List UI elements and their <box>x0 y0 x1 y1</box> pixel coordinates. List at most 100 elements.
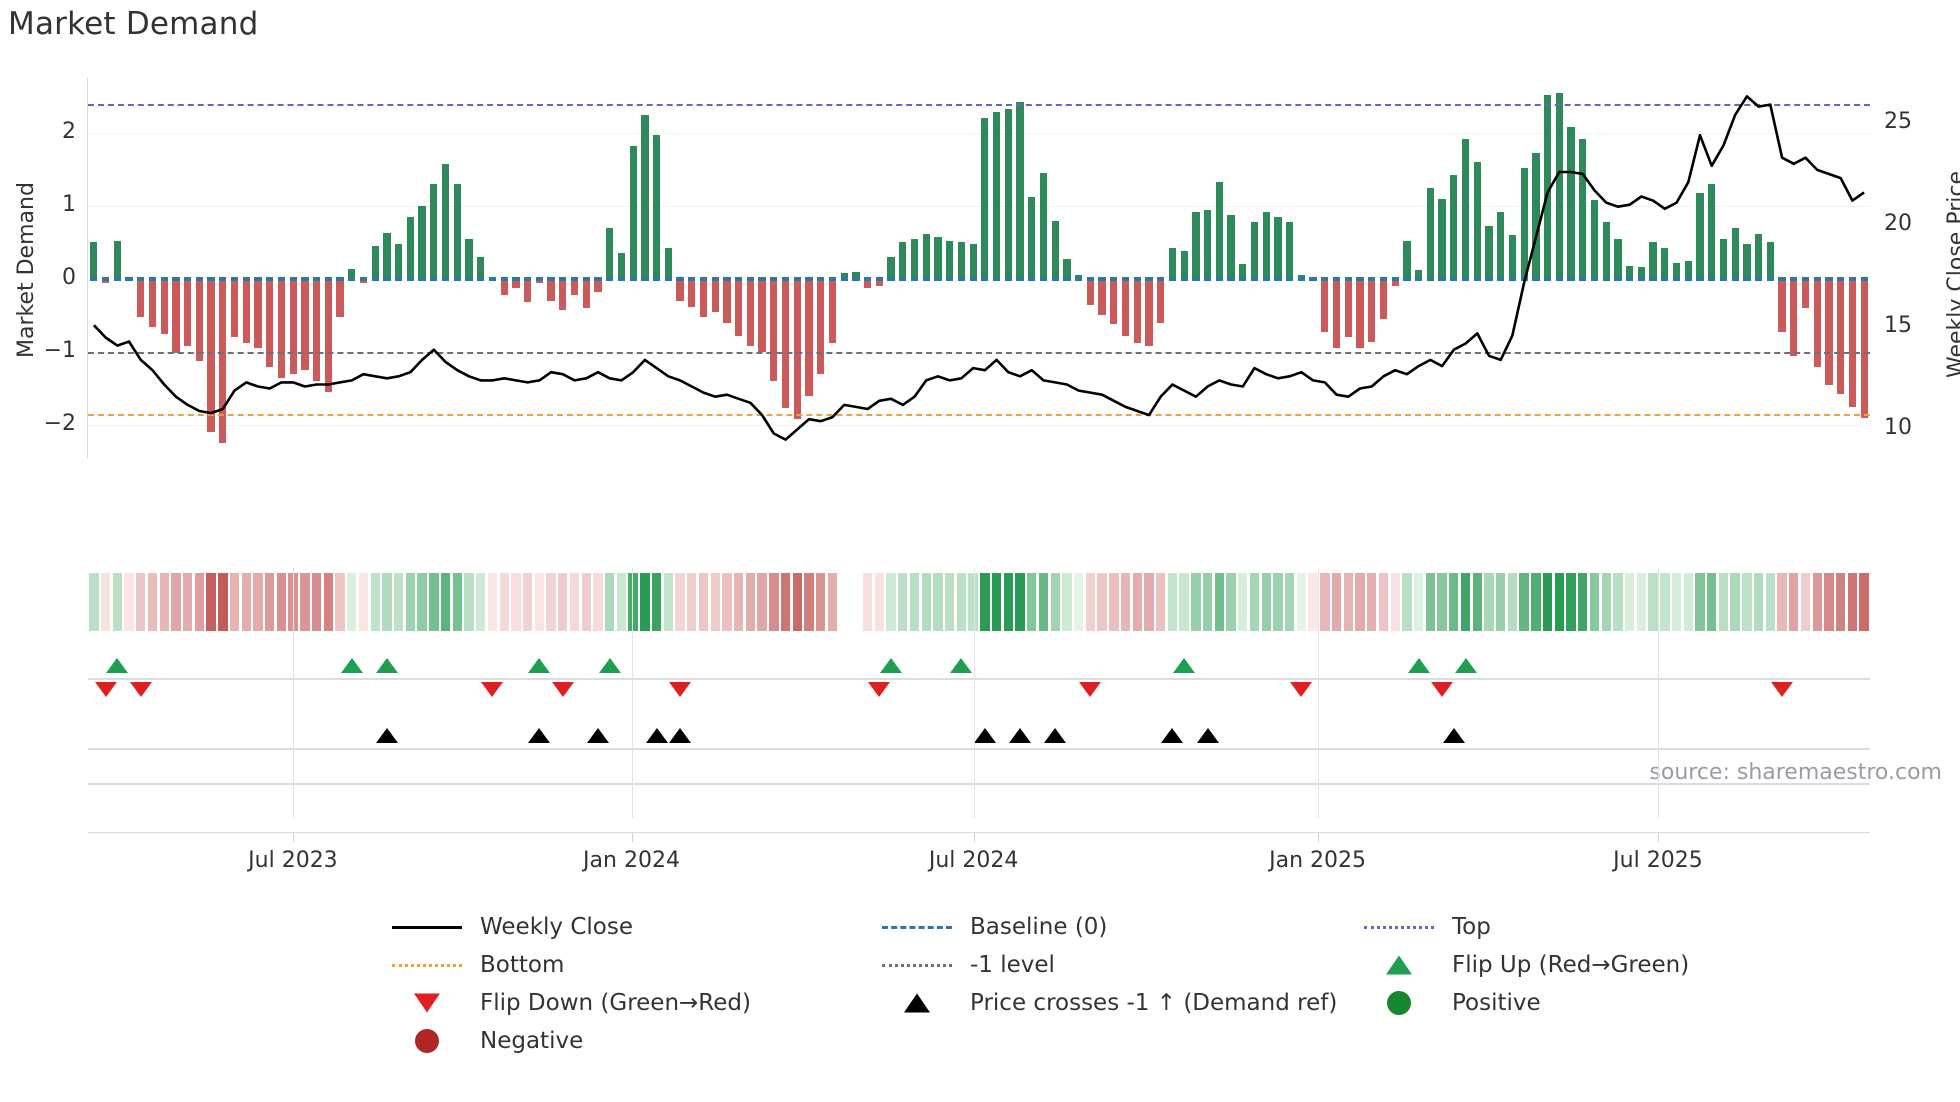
demand-bar <box>1426 187 1434 279</box>
baseline-segment <box>570 276 579 281</box>
baseline-segment <box>1813 276 1821 281</box>
heat-cell <box>687 573 697 631</box>
baseline-segment <box>1203 276 1212 281</box>
heat-cell <box>710 573 720 631</box>
demand-bar <box>1801 278 1810 309</box>
baseline-segment <box>1614 276 1622 281</box>
demand-bar <box>1708 183 1716 279</box>
heat-cell <box>1027 573 1037 631</box>
legend-item[interactable]: Baseline (0) <box>878 915 1107 939</box>
baseline-segment <box>1848 276 1857 281</box>
x-axis-tick <box>1317 833 1319 842</box>
heat-cell <box>605 573 615 631</box>
heat-cell <box>1320 573 1330 631</box>
baseline-segment <box>383 276 391 281</box>
price-cross-marker <box>1196 728 1219 743</box>
heat-cell <box>1378 573 1389 631</box>
heat-cell <box>1308 573 1318 631</box>
heat-cell <box>1226 573 1236 631</box>
demand-bar <box>465 238 473 279</box>
legend-dotted-line-icon <box>388 953 466 977</box>
heat-cell <box>194 573 205 631</box>
heat-cell <box>581 573 591 631</box>
heat-cell <box>1730 573 1740 631</box>
heat-cell <box>1413 573 1424 631</box>
baseline-segment <box>148 276 157 281</box>
demand-bar <box>992 112 1001 279</box>
x-gridline <box>631 568 633 818</box>
baseline-segment <box>488 276 497 281</box>
legend-item-label: Baseline (0) <box>970 913 1108 940</box>
baseline-segment <box>1403 276 1411 281</box>
heat-cell <box>1824 573 1834 631</box>
demand-bar <box>641 114 649 279</box>
baseline-segment <box>629 276 637 281</box>
legend-item[interactable]: Negative <box>388 1029 583 1053</box>
baseline-segment <box>723 276 731 281</box>
baseline-segment <box>817 276 825 281</box>
demand-bar <box>617 252 626 279</box>
gridline <box>88 205 1870 207</box>
baseline-segment <box>1239 276 1247 281</box>
baseline-segment <box>1063 276 1071 281</box>
heat-cell <box>780 573 791 631</box>
heat-cell <box>464 573 474 631</box>
legend-item[interactable]: Flip Up (Red→Green) <box>1360 953 1689 977</box>
demand-bar <box>371 246 379 279</box>
demand-bar <box>1192 211 1200 279</box>
flip-down-marker <box>551 682 574 697</box>
legend-dotted-line-icon <box>1360 915 1438 939</box>
legend-item[interactable]: Price crosses -1 ↑ (Demand ref) <box>878 991 1337 1015</box>
legend-item[interactable]: Bottom <box>388 953 564 977</box>
heat-cell <box>476 573 486 631</box>
legend-circle-icon <box>388 1029 466 1053</box>
baseline-segment <box>406 276 415 281</box>
legend-line-icon <box>388 915 466 939</box>
baseline-segment <box>699 276 708 281</box>
demand-bar <box>781 278 790 408</box>
demand-bar <box>828 278 837 344</box>
y2-axis-title: Weekly Close Price <box>1944 171 1960 378</box>
baseline-segment <box>641 276 649 281</box>
legend-item[interactable]: Top <box>1360 915 1491 939</box>
legend-item-label: Flip Up (Red→Green) <box>1452 951 1690 978</box>
demand-bar <box>1837 278 1845 395</box>
baseline-segment <box>430 276 438 281</box>
baseline-segment <box>1801 276 1810 281</box>
baseline-segment <box>617 276 626 281</box>
legend-item[interactable]: Weekly Close <box>388 915 633 939</box>
baseline-segment <box>1672 276 1681 281</box>
signal-marker-rows <box>88 640 1870 785</box>
heat-cell <box>909 573 920 631</box>
baseline-segment <box>1649 276 1657 281</box>
demand-bar <box>1168 248 1177 279</box>
x-gridline <box>1657 568 1660 818</box>
baseline-segment <box>828 276 837 281</box>
heat-cell <box>1519 573 1529 631</box>
heat-cell <box>933 573 943 631</box>
heat-cell <box>487 573 498 631</box>
heat-cell <box>1144 573 1154 631</box>
legend-item[interactable]: -1 level <box>878 953 1055 977</box>
demand-bar <box>1450 175 1458 279</box>
demand-bar <box>1813 278 1821 367</box>
demand-bar <box>746 278 755 347</box>
heat-cell <box>1542 573 1553 631</box>
demand-bar <box>711 278 719 312</box>
heat-cell <box>1062 573 1072 631</box>
y2-axis-tick-label: 25 <box>1884 108 1912 134</box>
legend-item[interactable]: Positive <box>1360 991 1541 1015</box>
legend-item-label: Price crosses -1 ↑ (Demand ref) <box>970 989 1338 1016</box>
demand-bar <box>195 278 203 361</box>
demand-bar <box>594 278 602 293</box>
baseline-segment <box>1696 276 1704 281</box>
baseline-segment <box>1626 276 1634 281</box>
baseline-segment <box>1860 276 1868 281</box>
baseline-segment <box>688 276 696 281</box>
heat-cell <box>1367 573 1377 631</box>
y2-axis-tick-label: 20 <box>1884 211 1912 237</box>
heat-cell <box>1050 573 1060 631</box>
baseline-segment <box>477 276 485 281</box>
legend-item[interactable]: Flip Down (Green→Red) <box>388 991 751 1015</box>
x-axis-tick-label: Jul 2023 <box>248 848 338 873</box>
